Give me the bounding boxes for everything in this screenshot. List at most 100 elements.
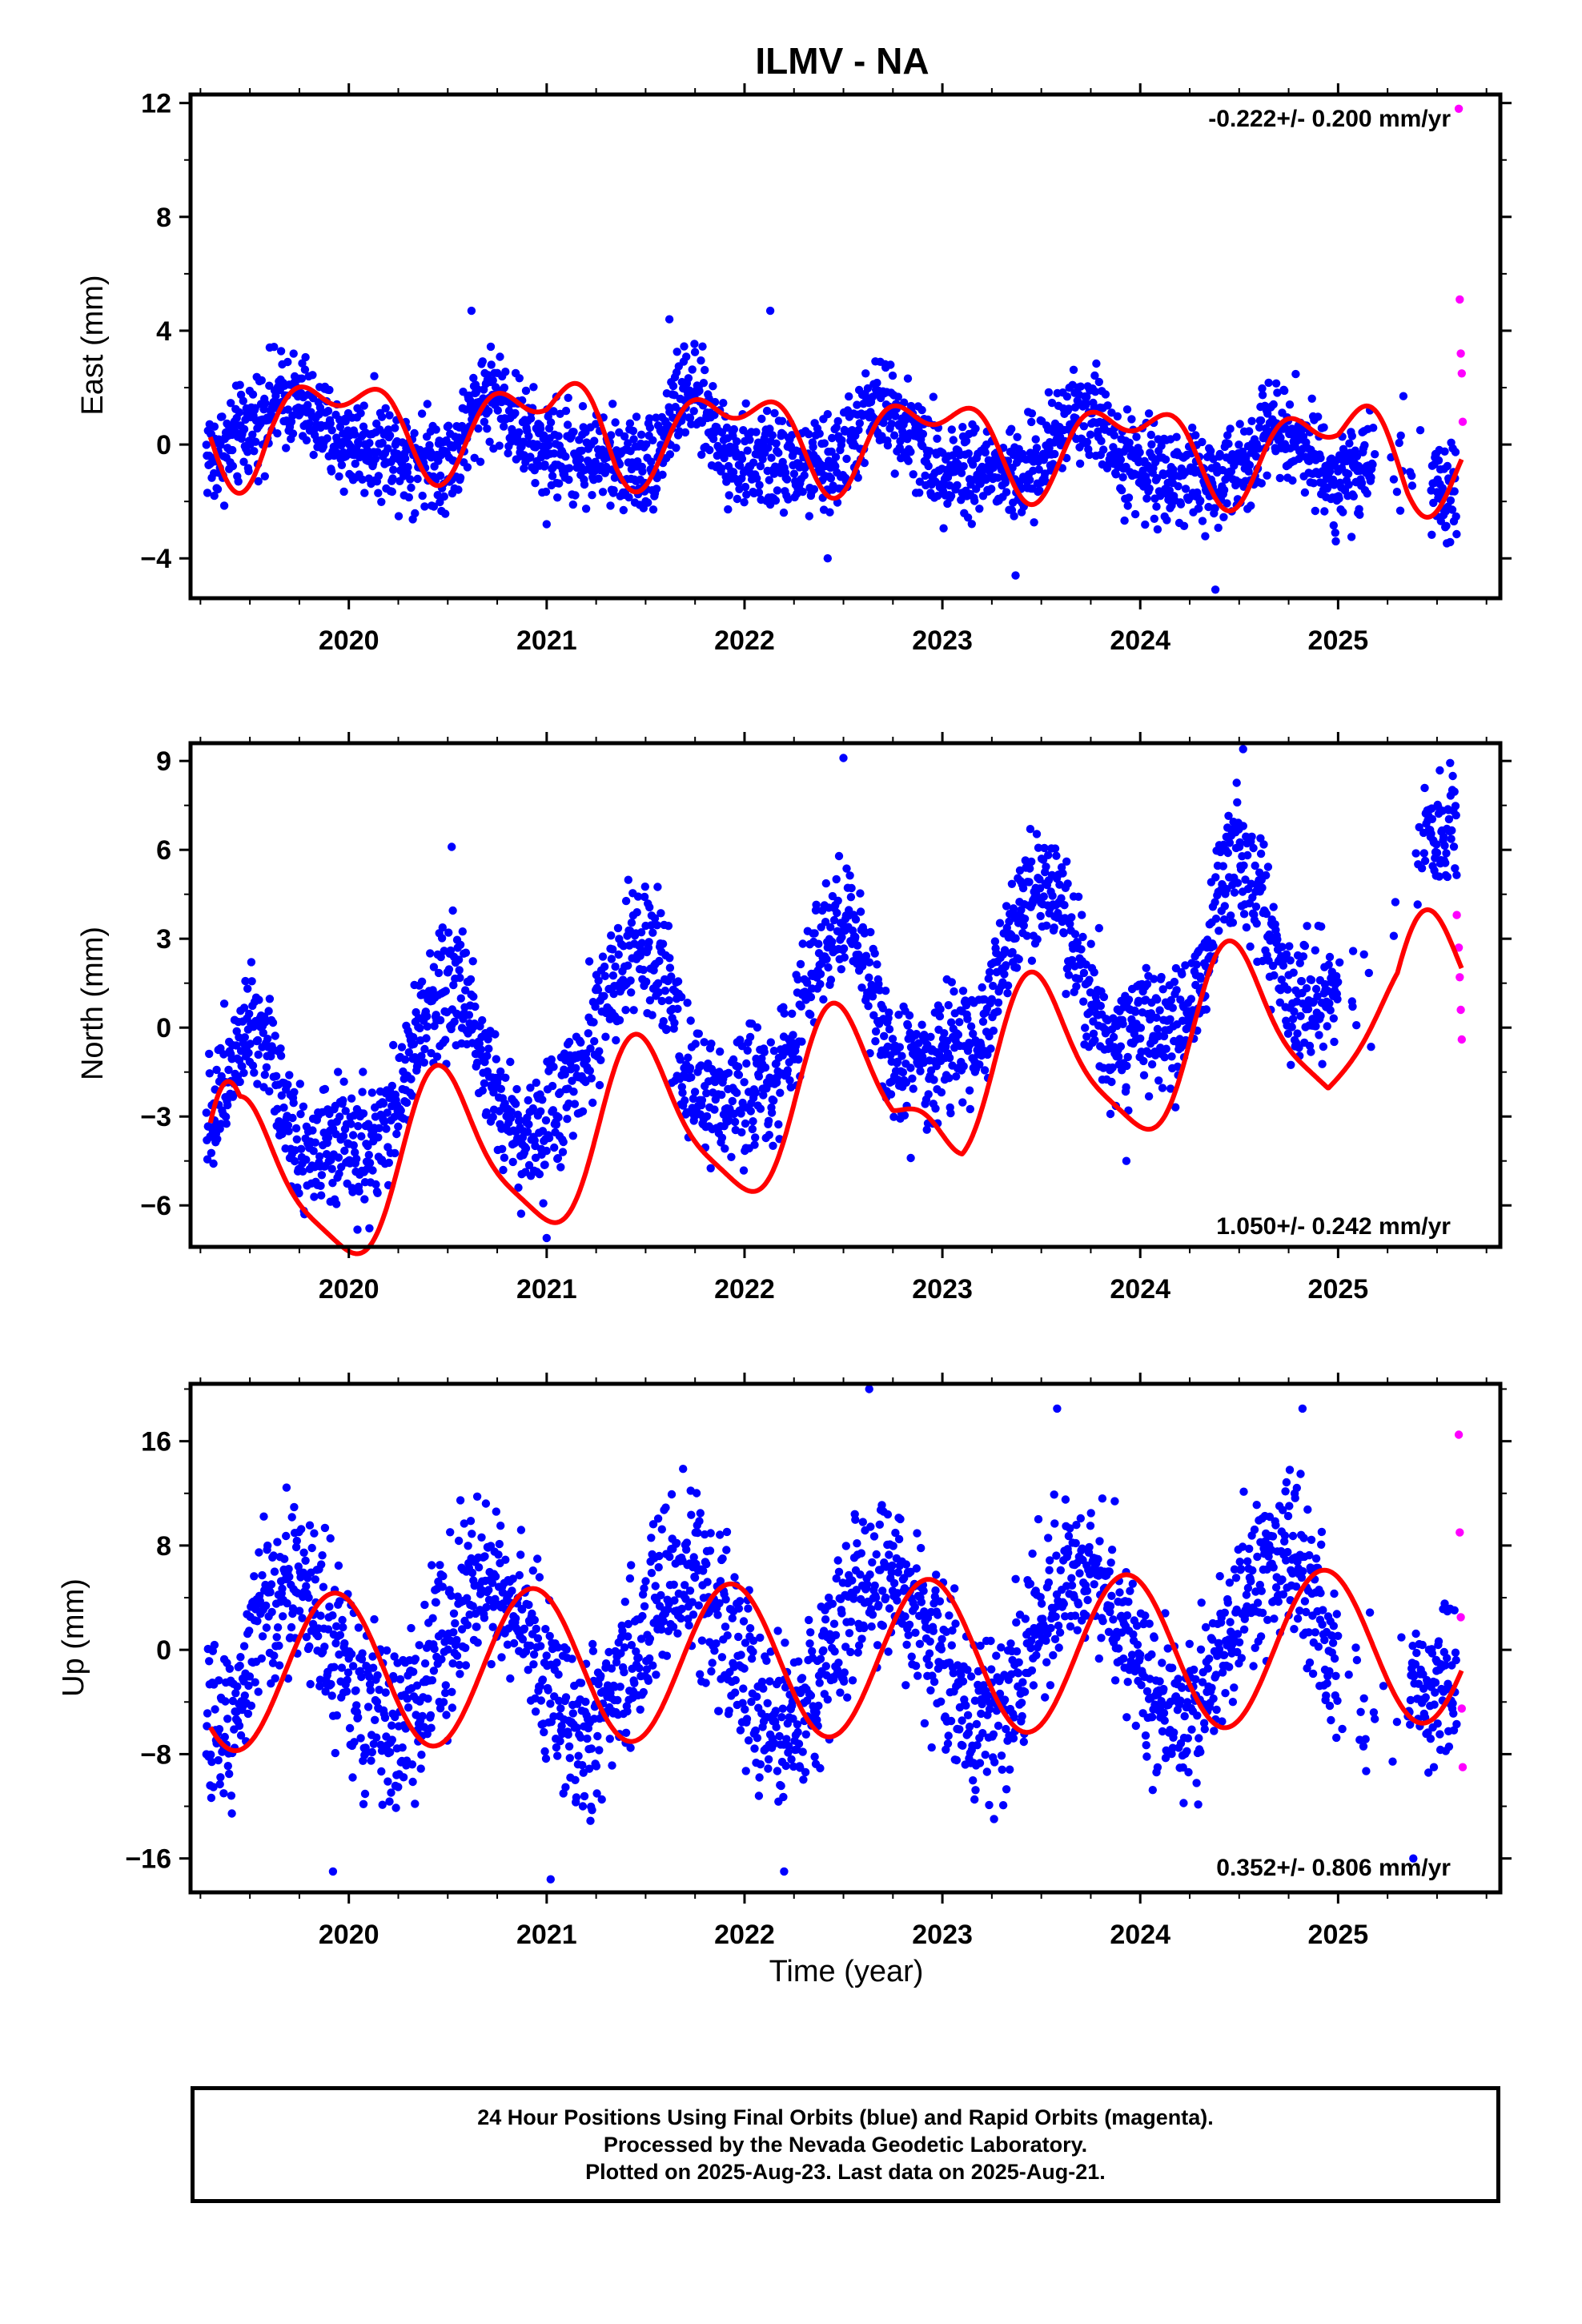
north-final-point — [608, 971, 618, 980]
north-final-point — [1315, 1031, 1323, 1039]
east-final-point — [1179, 521, 1189, 530]
north-final-point — [946, 1108, 955, 1118]
north-final-point — [394, 1122, 403, 1132]
up-final-point — [370, 1614, 379, 1624]
east-xtick-label: 2024 — [1110, 625, 1170, 656]
north-final-point — [347, 1094, 356, 1103]
east-final-point — [1319, 423, 1328, 432]
north-final-point — [1122, 1061, 1131, 1071]
east-final-point — [541, 487, 551, 497]
east-final-point — [210, 491, 219, 501]
east-final-point — [1002, 488, 1011, 497]
north-final-point — [751, 1088, 760, 1097]
east-final-point — [619, 505, 628, 515]
east-final-point — [598, 488, 608, 497]
east-final-point — [789, 469, 799, 478]
north-final-point — [1420, 856, 1430, 866]
east-final-point — [521, 386, 531, 396]
east-final-point — [377, 412, 387, 421]
north-final-point — [1432, 848, 1442, 858]
east-final-point — [1195, 504, 1203, 513]
north-final-point — [357, 1132, 366, 1141]
east-final-point — [1389, 475, 1399, 484]
north-final-point — [765, 1131, 773, 1140]
east-final-point — [1343, 469, 1353, 478]
north-final-point — [444, 928, 453, 937]
east-final-point — [823, 554, 833, 563]
east-final-point — [407, 483, 416, 493]
north-final-point — [751, 1133, 760, 1142]
north-final-point — [586, 1044, 595, 1053]
north-xtick-label: 2021 — [516, 1274, 577, 1305]
east-final-point — [1146, 430, 1156, 440]
east-final-point — [1395, 438, 1403, 448]
north-final-point — [1239, 745, 1247, 754]
north-final-point — [897, 1051, 906, 1060]
east-final-point — [1305, 456, 1314, 465]
east-xtick-label: 2020 — [319, 625, 379, 656]
east-final-point — [354, 440, 363, 448]
north-final-point — [1258, 883, 1267, 892]
north-final-point — [702, 1112, 712, 1121]
north-final-point — [229, 1090, 238, 1100]
east-final-point — [949, 436, 958, 444]
east-final-point — [371, 455, 380, 464]
east-final-point — [351, 430, 359, 439]
north-final-point — [1178, 970, 1186, 979]
east-final-point — [411, 509, 420, 518]
up-final-point — [328, 1611, 337, 1620]
east-final-point — [474, 424, 483, 433]
up-final-point — [382, 1646, 391, 1655]
east-final-point — [784, 495, 793, 504]
up-final-point — [320, 1642, 329, 1651]
north-final-point — [349, 1141, 358, 1150]
east-final-point — [1118, 486, 1126, 495]
north-final-point — [1303, 922, 1311, 931]
up-final-point — [205, 1657, 214, 1666]
north-final-point — [506, 1057, 515, 1067]
north-final-point — [1142, 979, 1152, 989]
north-final-point — [1136, 1023, 1146, 1032]
north-final-point — [600, 991, 608, 1001]
east-final-point — [1396, 431, 1405, 440]
north-final-point — [469, 992, 478, 1001]
north-final-point — [334, 1153, 343, 1162]
north-final-point — [1273, 935, 1282, 944]
north-final-point — [826, 923, 835, 932]
north-final-point — [847, 883, 856, 893]
north-final-point — [1225, 838, 1235, 847]
east-final-point — [861, 369, 870, 378]
north-final-point — [673, 977, 683, 986]
east-final-point — [520, 464, 528, 473]
east-final-point — [483, 424, 492, 433]
north-final-point — [391, 1148, 400, 1158]
up-final-point — [263, 1541, 272, 1550]
up-final-point — [305, 1521, 315, 1530]
east-final-point — [487, 360, 496, 369]
up-final-point — [387, 1735, 396, 1744]
up-final-point — [367, 1747, 376, 1757]
east-final-point — [436, 497, 444, 507]
east-final-point — [854, 425, 863, 435]
east-final-point — [561, 452, 570, 461]
east-final-point — [1438, 484, 1447, 493]
east-final-point — [326, 419, 335, 428]
up-final-point — [280, 1554, 289, 1563]
east-final-point — [1258, 391, 1267, 400]
east-final-point — [1309, 479, 1319, 488]
up-final-point — [250, 1572, 259, 1581]
east-final-point — [423, 400, 432, 408]
up-final-point — [223, 1715, 232, 1723]
north-rapid-point — [1456, 1005, 1465, 1015]
east-final-point — [1011, 571, 1020, 580]
east-final-point — [1399, 392, 1408, 400]
north-final-point — [1335, 958, 1344, 967]
up-final-point — [266, 1588, 275, 1597]
north-final-point — [456, 973, 464, 983]
north-final-point — [549, 1063, 558, 1072]
north-final-point — [676, 1055, 685, 1064]
east-final-point — [921, 471, 930, 480]
east-final-point — [929, 392, 938, 401]
north-final-point — [600, 971, 609, 981]
north-final-point — [1142, 963, 1150, 973]
